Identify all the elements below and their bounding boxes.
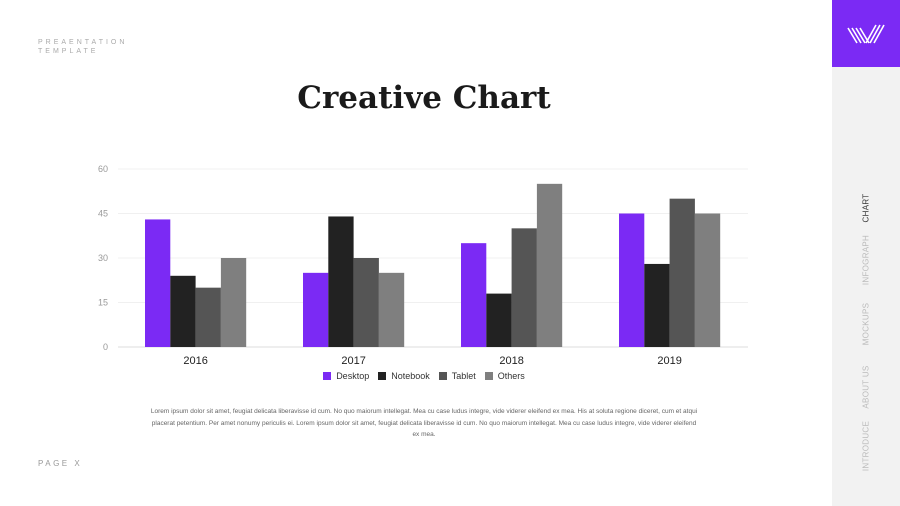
bar-desktop-2018 — [461, 243, 487, 347]
x-tick-label: 2019 — [657, 355, 681, 367]
bar-desktop-2017 — [303, 272, 329, 347]
logo[interactable] — [832, 0, 900, 67]
legend-tablet: Tablet — [438, 371, 476, 381]
legend-label: Tablet — [451, 371, 476, 381]
nav-about-us[interactable]: ABOUT US — [861, 365, 871, 409]
nav-mockups[interactable]: MOCKUPS — [861, 302, 871, 346]
brand-label: PREAENTATION TEMPLATE — [38, 38, 127, 56]
bar-tablet-2017 — [353, 258, 379, 347]
page-label: PAGE X — [38, 459, 83, 468]
page-title: Creative Chart — [297, 80, 551, 116]
y-tick-label: 45 — [98, 209, 108, 219]
bar-others-2016 — [220, 258, 247, 347]
side-nav — [832, 0, 900, 506]
legend-swatch — [378, 372, 387, 380]
x-tick-label: 2016 — [183, 355, 207, 367]
bar-tablet-2016 — [195, 287, 221, 347]
legend-swatch — [323, 372, 332, 380]
body-text: Lorem ipsum dolor sit amet, feugiat deli… — [150, 408, 698, 438]
legend-swatch — [438, 372, 447, 380]
nav-chart[interactable]: CHART — [861, 193, 871, 223]
brand-line2: TEMPLATE — [38, 48, 99, 55]
chart-legend: Desktop Notebook Tablet Others — [0, 371, 848, 381]
y-tick-label: 15 — [98, 298, 108, 308]
x-tick-label: 2018 — [499, 355, 523, 367]
legend-label: Desktop — [336, 371, 370, 381]
legend-swatch — [484, 372, 493, 380]
y-tick-label: 30 — [98, 253, 108, 263]
bar-others-2019 — [694, 213, 721, 347]
nav-introduce[interactable]: INTRODUCE — [861, 420, 871, 472]
brand-line1: PREAENTATION — [38, 39, 128, 46]
bar-notebook-2017 — [328, 216, 354, 347]
y-tick-label: 0 — [103, 342, 108, 352]
logo-icon — [847, 24, 885, 43]
bar-notebook-2016 — [170, 275, 196, 347]
y-tick-label: 60 — [98, 164, 108, 174]
bar-chart: 0 15 30 45 60 2016 2017 2018 2019 — [98, 164, 748, 367]
legend-others: Others — [484, 371, 525, 381]
bar-tablet-2018 — [511, 228, 537, 347]
legend-desktop: Desktop — [323, 371, 369, 381]
legend-notebook: Notebook — [378, 371, 430, 381]
legend-label: Others — [497, 371, 525, 381]
bar-notebook-2019 — [644, 263, 670, 347]
bar-desktop-2019 — [619, 213, 645, 347]
x-tick-label: 2017 — [341, 355, 365, 367]
bar-tablet-2019 — [669, 198, 695, 347]
bar-others-2018 — [536, 183, 563, 347]
bar-desktop-2016 — [145, 219, 171, 347]
nav-infograph[interactable]: INFOGRAPH — [861, 234, 871, 286]
bar-others-2017 — [378, 272, 405, 347]
legend-label: Notebook — [391, 371, 430, 381]
bar-notebook-2018 — [486, 293, 512, 347]
